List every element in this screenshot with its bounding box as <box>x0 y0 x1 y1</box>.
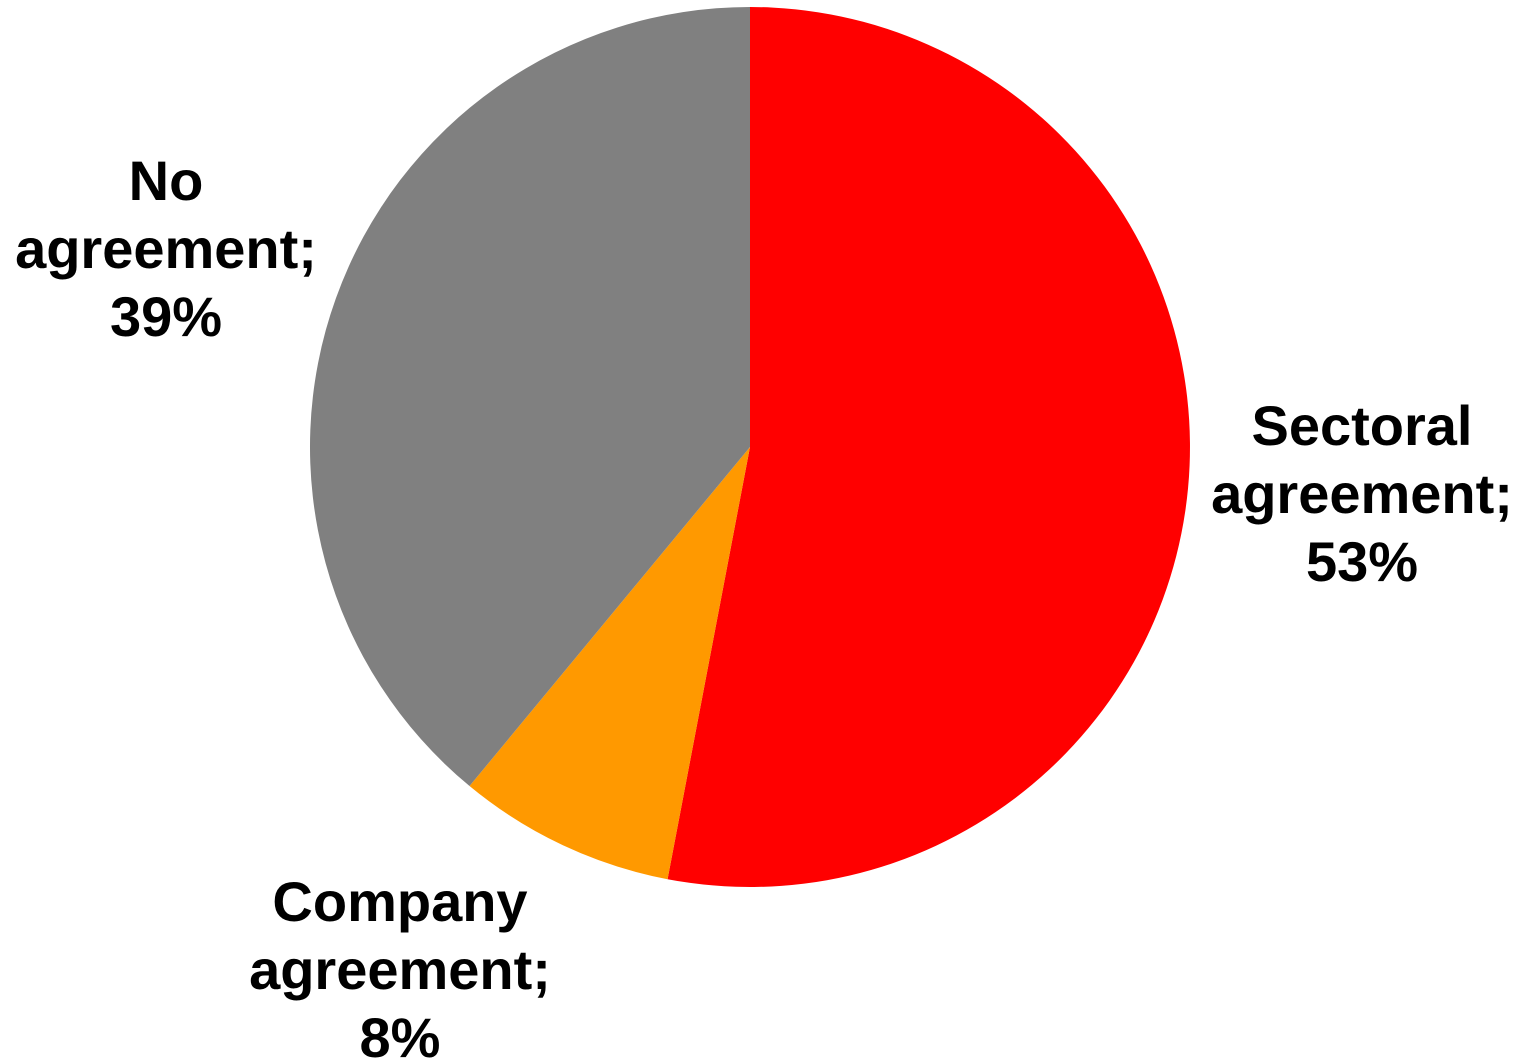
data-label-company-line-0: Company <box>272 870 527 933</box>
pie-slice-sectoral <box>667 7 1190 887</box>
data-label-sectoral-line-0: Sectoral <box>1252 394 1473 457</box>
data-label-no-line-1: agreement; <box>15 217 317 280</box>
data-label-company-line-1: agreement; <box>249 938 551 1001</box>
data-label-sectoral-line-2: 53% <box>1306 530 1418 593</box>
pie-labels: Sectoralagreement;53%Companyagreement;8%… <box>15 149 1513 1064</box>
data-label-no-line-0: No <box>129 149 204 212</box>
pie-slice-company <box>469 447 750 880</box>
pie-slice-no <box>309 6 750 787</box>
pie-slices <box>309 6 1190 887</box>
data-label-company-line-2: 8% <box>360 1006 441 1064</box>
data-label-sectoral-line-1: agreement; <box>1211 462 1513 525</box>
data-label-no-line-2: 39% <box>110 285 222 348</box>
